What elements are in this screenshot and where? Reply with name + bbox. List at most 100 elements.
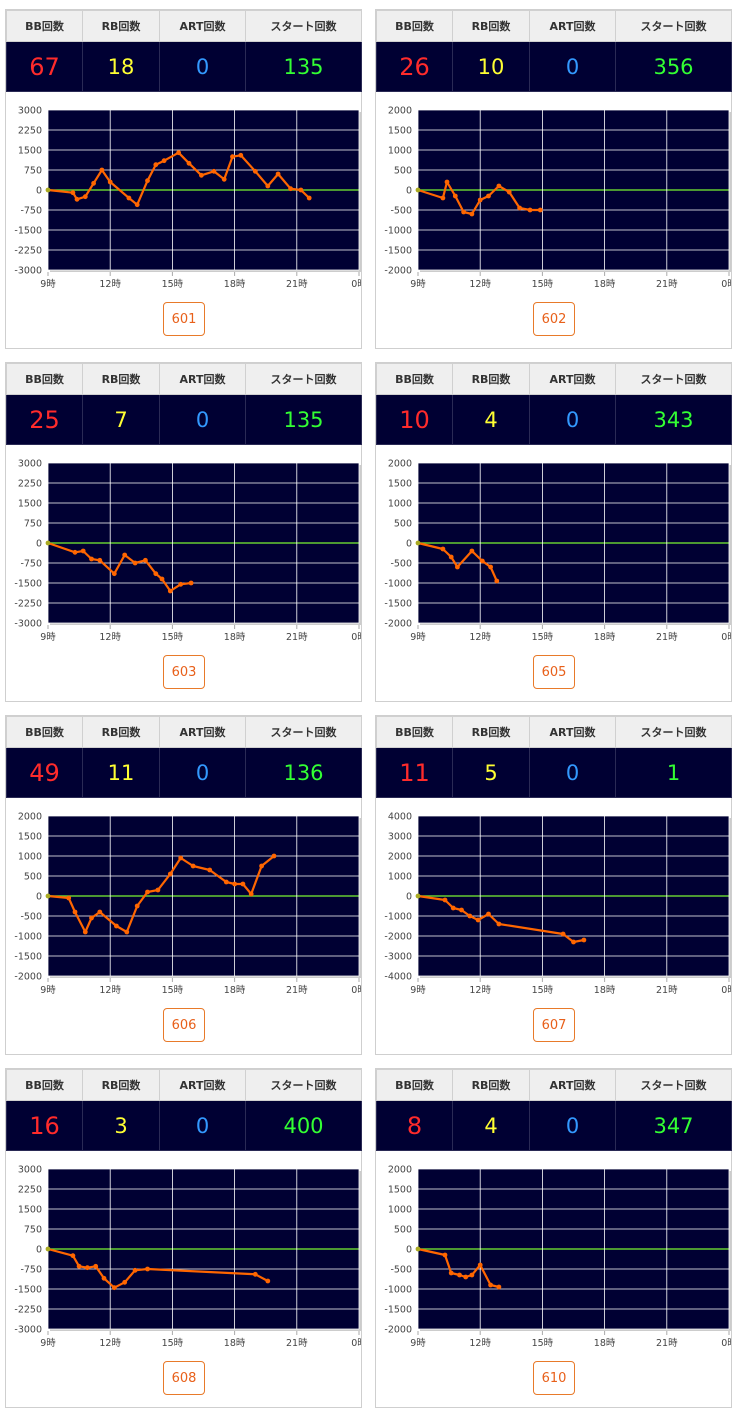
data-point — [190, 863, 196, 869]
y-tick-label: 2250 — [18, 1185, 42, 1196]
rb-count: 4 — [452, 1100, 530, 1151]
data-point — [517, 205, 522, 211]
y-tick-label: 3000 — [18, 459, 42, 470]
data-point — [97, 909, 103, 915]
y-tick-label: 0 — [36, 539, 42, 550]
data-point — [145, 1266, 150, 1272]
start-header: スタート回数 — [245, 10, 362, 42]
data-point — [70, 190, 76, 196]
data-point — [496, 1284, 502, 1290]
machine-number-button[interactable]: 607 — [533, 1008, 575, 1042]
y-tick-label: -750 — [20, 1265, 42, 1276]
x-tick-label: 15時 — [162, 279, 184, 290]
x-tick-label: 0時 — [351, 1338, 361, 1349]
data-point — [132, 560, 138, 566]
rb-count: 3 — [82, 1100, 160, 1151]
y-tick-label: 2000 — [388, 106, 412, 117]
machine-card: BB回数 RB回数 ART回数 スタート回数 10 4 0 343 2000 1500 1000 50… — [375, 362, 732, 702]
data-point — [124, 929, 130, 935]
data-point — [475, 917, 481, 923]
x-tick-label: 15時 — [532, 279, 554, 290]
stats-table: BB回数 RB回数 ART回数 スタート回数 10 4 0 343 — [376, 363, 732, 445]
y-tick-label: 1500 — [18, 1205, 42, 1216]
data-point — [167, 588, 173, 594]
data-point — [415, 187, 421, 193]
data-point — [161, 158, 167, 164]
data-point — [143, 557, 148, 563]
start-count: 347 — [615, 1100, 732, 1151]
x-tick-label: 15時 — [162, 985, 184, 996]
data-point — [72, 549, 78, 555]
machine-number-button[interactable]: 605 — [533, 655, 575, 689]
data-point — [45, 187, 51, 193]
x-tick-label: 18時 — [594, 279, 616, 290]
rb-header: RB回数 — [82, 716, 160, 748]
x-tick-label: 21時 — [286, 985, 308, 996]
start-count: 356 — [615, 41, 732, 92]
machine-card: BB回数 RB回数 ART回数 スタート回数 11 5 0 1 4000 3000 2000 1000… — [375, 715, 732, 1055]
slump-chart: 2000 1500 1000 500 0 -500 -1000 -1500 -2000 9時 12時… — [384, 459, 731, 643]
data-point — [469, 211, 475, 217]
x-tick-label: 15時 — [162, 1338, 184, 1349]
data-point — [415, 540, 421, 546]
machine-number-button[interactable]: 603 — [163, 655, 205, 689]
start-count: 136 — [245, 747, 362, 798]
x-tick-label: 15時 — [162, 632, 184, 643]
y-tick-label: -1000 — [384, 1285, 412, 1296]
bb-header: BB回数 — [6, 1069, 83, 1101]
data-point — [448, 554, 454, 560]
data-point — [178, 581, 184, 587]
data-point — [45, 1246, 51, 1252]
data-point — [178, 855, 184, 861]
data-point — [238, 152, 244, 158]
bb-count: 8 — [376, 1100, 453, 1151]
x-tick-label: 21時 — [286, 279, 308, 290]
y-tick-label: 1500 — [18, 832, 42, 843]
data-point — [265, 183, 271, 189]
y-tick-label: 0 — [406, 1245, 412, 1256]
data-point — [72, 909, 78, 915]
data-point — [76, 1263, 82, 1269]
slump-chart: 3000 2250 1500 750 0 -750 -1500 -2250 -3000 9時 12時… — [14, 106, 361, 290]
machine-number-button[interactable]: 610 — [533, 1361, 575, 1395]
data-point — [145, 889, 150, 895]
x-tick-label: 18時 — [224, 632, 246, 643]
data-point — [89, 915, 94, 921]
machine-number-button[interactable]: 606 — [163, 1008, 205, 1042]
data-point — [230, 154, 235, 160]
rb-header: RB回数 — [82, 10, 160, 42]
x-tick-label: 18時 — [224, 279, 246, 290]
bb-header: BB回数 — [376, 10, 453, 42]
data-point — [467, 913, 473, 919]
x-tick-label: 21時 — [656, 985, 678, 996]
bb-header: BB回数 — [6, 10, 83, 42]
rb-count: 5 — [452, 747, 530, 798]
stats-table: BB回数 RB回数 ART回数 スタート回数 49 11 0 136 — [6, 716, 362, 798]
data-point — [155, 887, 161, 893]
data-point — [159, 576, 165, 582]
machine-number-button[interactable]: 608 — [163, 1361, 205, 1395]
data-point — [440, 195, 446, 201]
data-point — [527, 207, 533, 213]
data-point — [488, 1282, 493, 1288]
machine-number-button[interactable]: 602 — [533, 302, 575, 336]
y-tick-label: 1500 — [388, 126, 412, 137]
data-point — [442, 897, 448, 903]
slump-chart: 2000 1500 1000 500 0 -500 -1000 -1500 -2000 9時 12時… — [14, 812, 361, 996]
data-point — [455, 564, 460, 570]
y-tick-label: 1000 — [388, 1205, 412, 1216]
data-point — [132, 1267, 138, 1273]
machine-number-button[interactable]: 601 — [163, 302, 205, 336]
x-tick-label: 12時 — [469, 632, 491, 643]
x-tick-label: 18時 — [224, 985, 246, 996]
y-tick-label: 750 — [24, 1225, 42, 1236]
y-tick-label: 2000 — [388, 852, 412, 863]
bb-count: 16 — [6, 1100, 83, 1151]
machine-card: BB回数 RB回数 ART回数 スタート回数 16 3 0 400 3000 2250 1500 75… — [5, 1068, 362, 1408]
start-header: スタート回数 — [615, 1069, 732, 1101]
data-point — [415, 893, 421, 899]
stats-table: BB回数 RB回数 ART回数 スタート回数 8 4 0 347 — [376, 1069, 732, 1151]
data-point — [415, 1246, 421, 1252]
y-tick-label: 0 — [406, 539, 412, 550]
data-point — [45, 893, 51, 899]
